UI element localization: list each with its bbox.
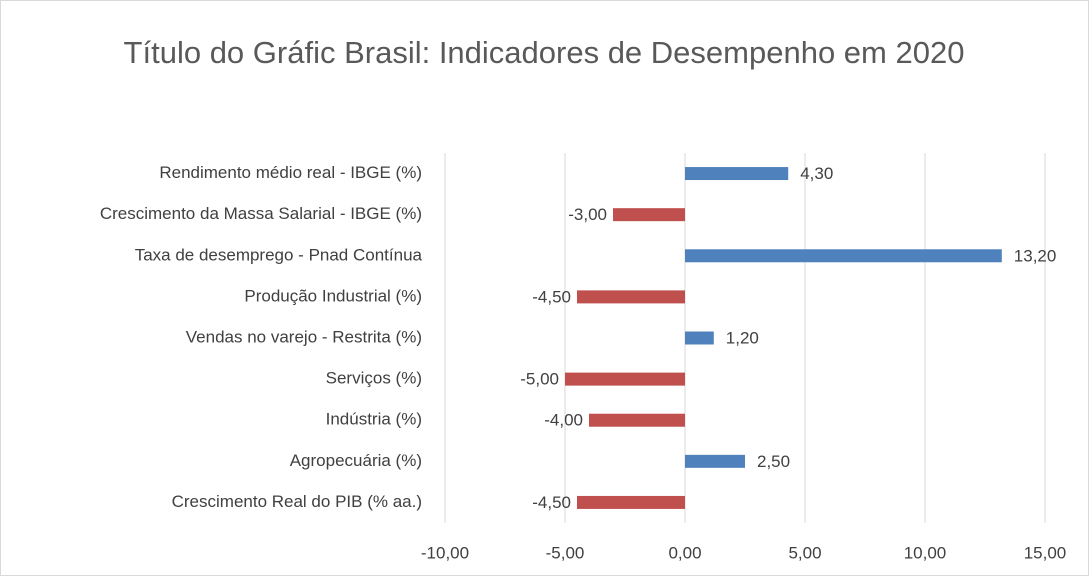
data-label: 1,20 (726, 328, 759, 347)
bar (577, 290, 685, 304)
y-tick-label: Indústria (%) (326, 410, 422, 429)
bar (565, 372, 685, 386)
data-label: -4,50 (532, 287, 571, 306)
data-label: -5,00 (520, 370, 559, 389)
y-tick-label: Produção Industrial (%) (244, 286, 422, 305)
bar (613, 208, 685, 222)
bar (685, 167, 789, 181)
x-tick-label: -5,00 (546, 543, 585, 562)
y-tick-label: Crescimento da Massa Salarial - IBGE (%) (100, 204, 422, 223)
data-label: -3,00 (568, 205, 607, 224)
data-label: 2,50 (757, 452, 790, 471)
y-tick-label: Vendas no varejo - Restrita (%) (186, 327, 422, 346)
x-tick-label: 0,00 (668, 543, 701, 562)
data-label: 4,30 (800, 164, 833, 183)
x-tick-label: 5,00 (788, 543, 821, 562)
y-tick-label: Crescimento Real do PIB (% aa.) (172, 492, 422, 511)
y-tick-label: Rendimento médio real - IBGE (%) (159, 163, 422, 182)
x-tick-label: 10,00 (904, 543, 947, 562)
bar (685, 249, 1002, 263)
x-tick-label: 15,00 (1024, 543, 1067, 562)
bar (685, 331, 714, 345)
bar (685, 454, 745, 468)
chart-title: Título do Gráfic Brasil: Indicadores de … (123, 35, 965, 70)
data-label: -4,50 (532, 493, 571, 512)
y-tick-label: Agropecuária (%) (290, 451, 422, 470)
y-tick-label: Taxa de desemprego - Pnad Contínua (135, 245, 423, 264)
y-tick-label: Serviços (%) (326, 369, 422, 388)
data-label: 13,20 (1014, 246, 1057, 265)
bar (589, 413, 685, 427)
bar (577, 495, 685, 509)
x-tick-label: -10,00 (421, 543, 469, 562)
data-label: -4,00 (544, 411, 583, 430)
